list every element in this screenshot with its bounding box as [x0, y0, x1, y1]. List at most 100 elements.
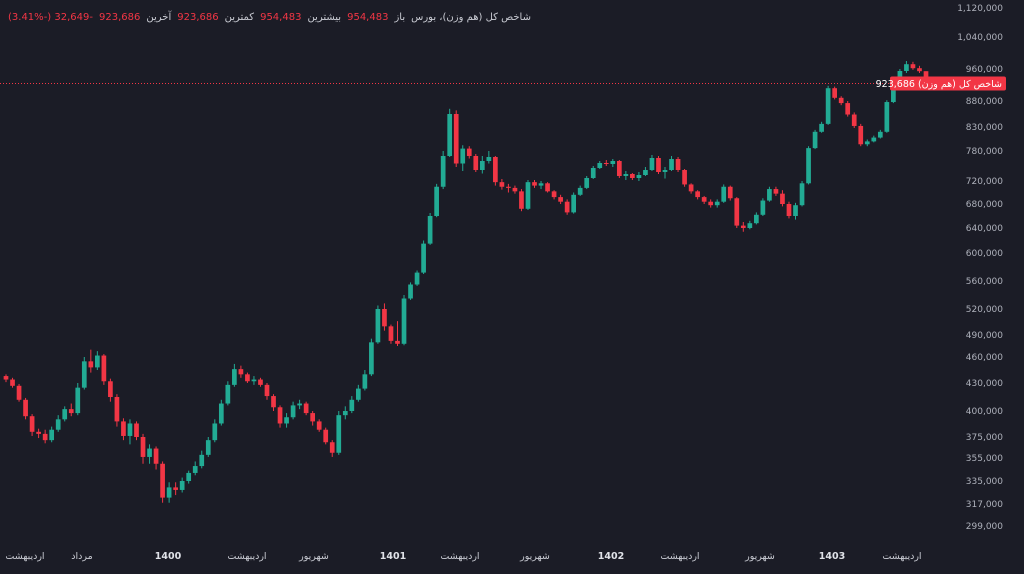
candle-body[interactable] — [349, 399, 355, 411]
candle-body[interactable] — [812, 131, 818, 149]
candle-body[interactable] — [94, 355, 100, 368]
candle-body[interactable] — [858, 125, 864, 145]
candle-body[interactable] — [414, 272, 420, 285]
candle-body[interactable] — [910, 64, 916, 69]
candle-body[interactable] — [643, 170, 648, 175]
candle-body[interactable] — [179, 481, 185, 490]
candle-body[interactable] — [603, 163, 609, 164]
candle-body[interactable] — [290, 405, 296, 418]
candle-body[interactable] — [590, 168, 596, 178]
candle-body[interactable] — [564, 201, 570, 213]
candle-body[interactable] — [395, 340, 400, 344]
candle-body[interactable] — [669, 159, 674, 170]
candle-body[interactable] — [447, 114, 453, 156]
candle-body[interactable] — [29, 416, 35, 432]
candle-body[interactable] — [284, 417, 289, 424]
candle-body[interactable] — [36, 431, 41, 434]
candle-body[interactable] — [538, 183, 544, 186]
candle-body[interactable] — [460, 148, 466, 164]
candle-body[interactable] — [401, 298, 407, 344]
candle-body[interactable] — [225, 384, 231, 404]
candle-body[interactable] — [238, 369, 244, 375]
candle-body[interactable] — [486, 157, 492, 161]
candle-body[interactable] — [636, 175, 642, 178]
candle-body[interactable] — [506, 186, 511, 188]
candle-body[interactable] — [232, 369, 237, 385]
candle-body[interactable] — [147, 448, 152, 457]
time-axis[interactable]: اردیبهشت مرداد 1400 اردیبهشت شهریور 1401 اردیب… — [5, 551, 921, 562]
candle-body[interactable] — [134, 423, 139, 437]
candle-body[interactable] — [904, 64, 909, 71]
candle-body[interactable] — [616, 161, 622, 176]
series-title[interactable]: شاخص کل (هم وزن)، بورس — [411, 11, 531, 23]
candle-body[interactable] — [551, 191, 557, 198]
candle-body[interactable] — [453, 114, 459, 164]
candle-body[interactable] — [277, 407, 283, 424]
candle-body[interactable] — [597, 163, 603, 168]
candle-body[interactable] — [630, 174, 635, 178]
candle-body[interactable] — [747, 223, 753, 228]
candle-body[interactable] — [329, 442, 335, 453]
candle-body[interactable] — [479, 161, 485, 170]
candle-body[interactable] — [336, 415, 342, 453]
candle-body[interactable] — [342, 411, 348, 416]
candle-body[interactable] — [440, 156, 446, 187]
candle-body[interactable] — [721, 186, 727, 202]
candle-body[interactable] — [10, 379, 15, 386]
candle-body[interactable] — [780, 193, 785, 204]
candle-body[interactable] — [760, 200, 766, 215]
candle-body[interactable] — [55, 419, 61, 430]
candle-body[interactable] — [218, 403, 224, 424]
candle-body[interactable] — [558, 197, 563, 202]
candle-body[interactable] — [245, 374, 250, 382]
candle-body[interactable] — [3, 376, 9, 380]
candle-body[interactable] — [656, 158, 661, 172]
plot-area[interactable] — [3, 61, 929, 503]
candle-body[interactable] — [140, 437, 146, 457]
candle-body[interactable] — [264, 384, 270, 397]
candle-body[interactable] — [160, 463, 165, 498]
candle-body[interactable] — [271, 396, 276, 408]
candle-body[interactable] — [466, 148, 472, 156]
candle-body[interactable] — [16, 385, 22, 400]
candle-body[interactable] — [662, 170, 668, 172]
candle-body[interactable] — [473, 156, 479, 170]
candle-body[interactable] — [297, 403, 302, 406]
candle-body[interactable] — [199, 454, 205, 467]
candle-body[interactable] — [806, 148, 811, 184]
candle-body[interactable] — [845, 103, 851, 115]
candle-body[interactable] — [532, 182, 537, 186]
candle-body[interactable] — [421, 243, 426, 273]
candle-body[interactable] — [499, 182, 505, 187]
candle-body[interactable] — [727, 186, 733, 199]
candle-body[interactable] — [114, 397, 120, 422]
candle-body[interactable] — [891, 81, 896, 103]
candle-body[interactable] — [153, 448, 159, 464]
candle-body[interactable] — [205, 440, 211, 455]
candle-body[interactable] — [877, 131, 883, 138]
candle-body[interactable] — [773, 189, 779, 194]
candle-body[interactable] — [734, 198, 740, 226]
candle-body[interactable] — [897, 71, 903, 81]
candle-body[interactable] — [512, 187, 518, 192]
candle-body[interactable] — [571, 194, 577, 213]
price-axis[interactable]: 1,120,000 1,040,000 960,000 880,000 830,000 7… — [957, 4, 1003, 532]
candle-body[interactable] — [108, 381, 113, 397]
candle-body[interactable] — [310, 413, 316, 422]
candle-body[interactable] — [708, 201, 714, 206]
candle-body[interactable] — [173, 487, 178, 490]
candle-body[interactable] — [212, 423, 218, 441]
candle-body[interactable] — [166, 487, 172, 498]
candle-body[interactable] — [695, 191, 700, 198]
candle-body[interactable] — [493, 157, 498, 183]
candle-body[interactable] — [767, 189, 772, 201]
candle-body[interactable] — [362, 374, 368, 389]
candle-body[interactable] — [754, 214, 759, 224]
candle-body[interactable] — [303, 403, 309, 414]
candle-body[interactable] — [258, 379, 263, 385]
candle-body[interactable] — [49, 429, 55, 441]
candle-body[interactable] — [427, 216, 433, 244]
candle-body[interactable] — [884, 102, 890, 132]
candle-body[interactable] — [864, 141, 870, 145]
